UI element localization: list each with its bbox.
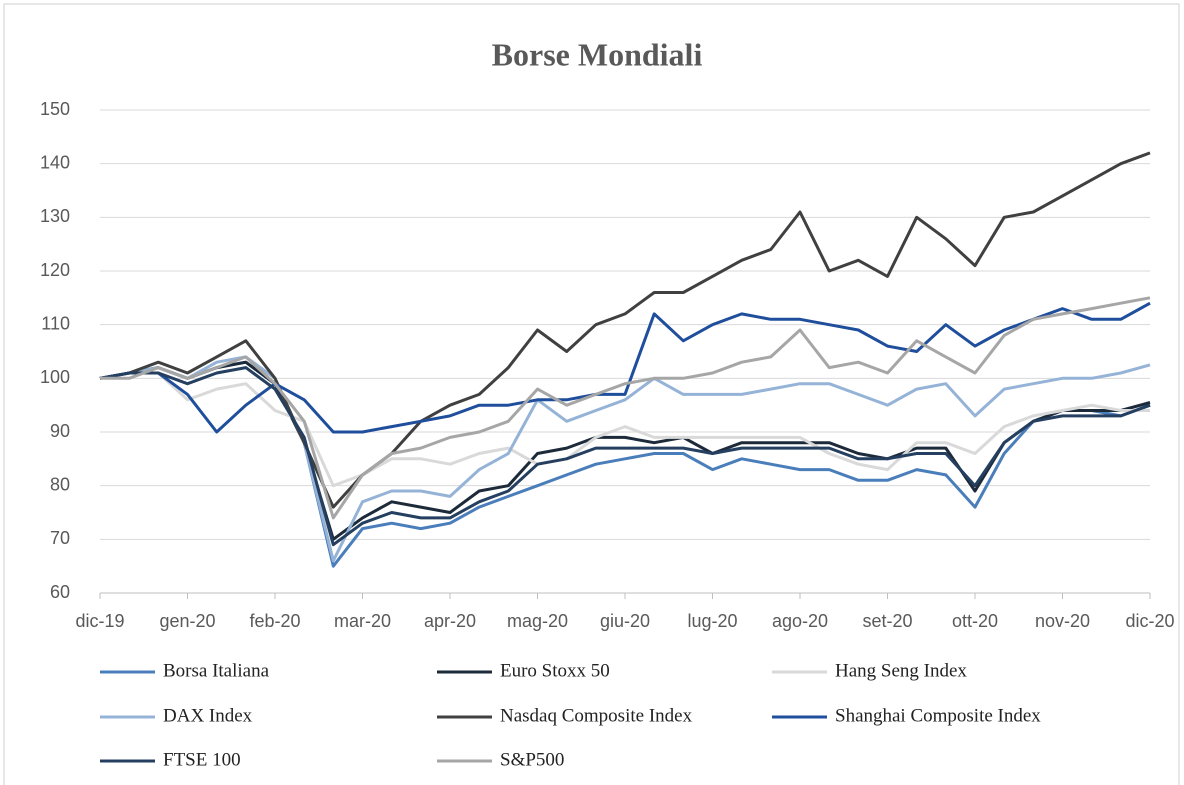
x-tick-label: nov-20 — [1035, 611, 1090, 631]
x-tick-label: dic-19 — [75, 611, 124, 631]
legend-label: S&P500 — [500, 749, 564, 770]
legend-label: Nasdaq Composite Index — [500, 705, 693, 726]
series-line — [99, 366, 1151, 547]
x-tick-label: set-20 — [862, 611, 912, 631]
y-tick-label: 100 — [40, 367, 70, 387]
y-tick-label: 130 — [40, 206, 70, 226]
x-tick-label: mar-20 — [334, 611, 391, 631]
x-tick-label: gen-20 — [159, 611, 215, 631]
y-tick-label: 120 — [40, 260, 70, 280]
series-line — [99, 151, 1151, 509]
x-tick-label: apr-20 — [424, 611, 476, 631]
x-tick-label: lug-20 — [687, 611, 737, 631]
x-tick-label: giu-20 — [600, 611, 650, 631]
legend-label: Borsa Italiana — [163, 660, 270, 681]
y-tick-label: 60 — [50, 582, 70, 602]
y-tick-label: 110 — [41, 313, 70, 333]
legend-label: FTSE 100 — [163, 749, 241, 770]
x-tick-label: ott-20 — [952, 611, 998, 631]
x-tick-label: dic-20 — [1125, 611, 1174, 631]
chart-title: Borse Mondiali — [492, 36, 703, 72]
y-tick-label: 150 — [40, 99, 70, 119]
y-tick-label: 80 — [50, 474, 70, 494]
y-tick-label: 140 — [40, 152, 70, 172]
y-tick-label: 90 — [50, 421, 70, 441]
x-tick-label: mag-20 — [507, 611, 568, 631]
legend-label: Euro Stoxx 50 — [500, 660, 610, 681]
y-tick-label: 70 — [50, 528, 70, 548]
series-line — [100, 296, 1151, 520]
x-tick-label: feb-20 — [249, 611, 300, 631]
legend-label: Shanghai Composite Index — [835, 705, 1041, 726]
legend-label: Hang Seng Index — [835, 660, 967, 681]
x-tick-label: ago-20 — [772, 611, 828, 631]
legend-label: DAX Index — [163, 705, 253, 726]
series-line — [99, 371, 1150, 488]
